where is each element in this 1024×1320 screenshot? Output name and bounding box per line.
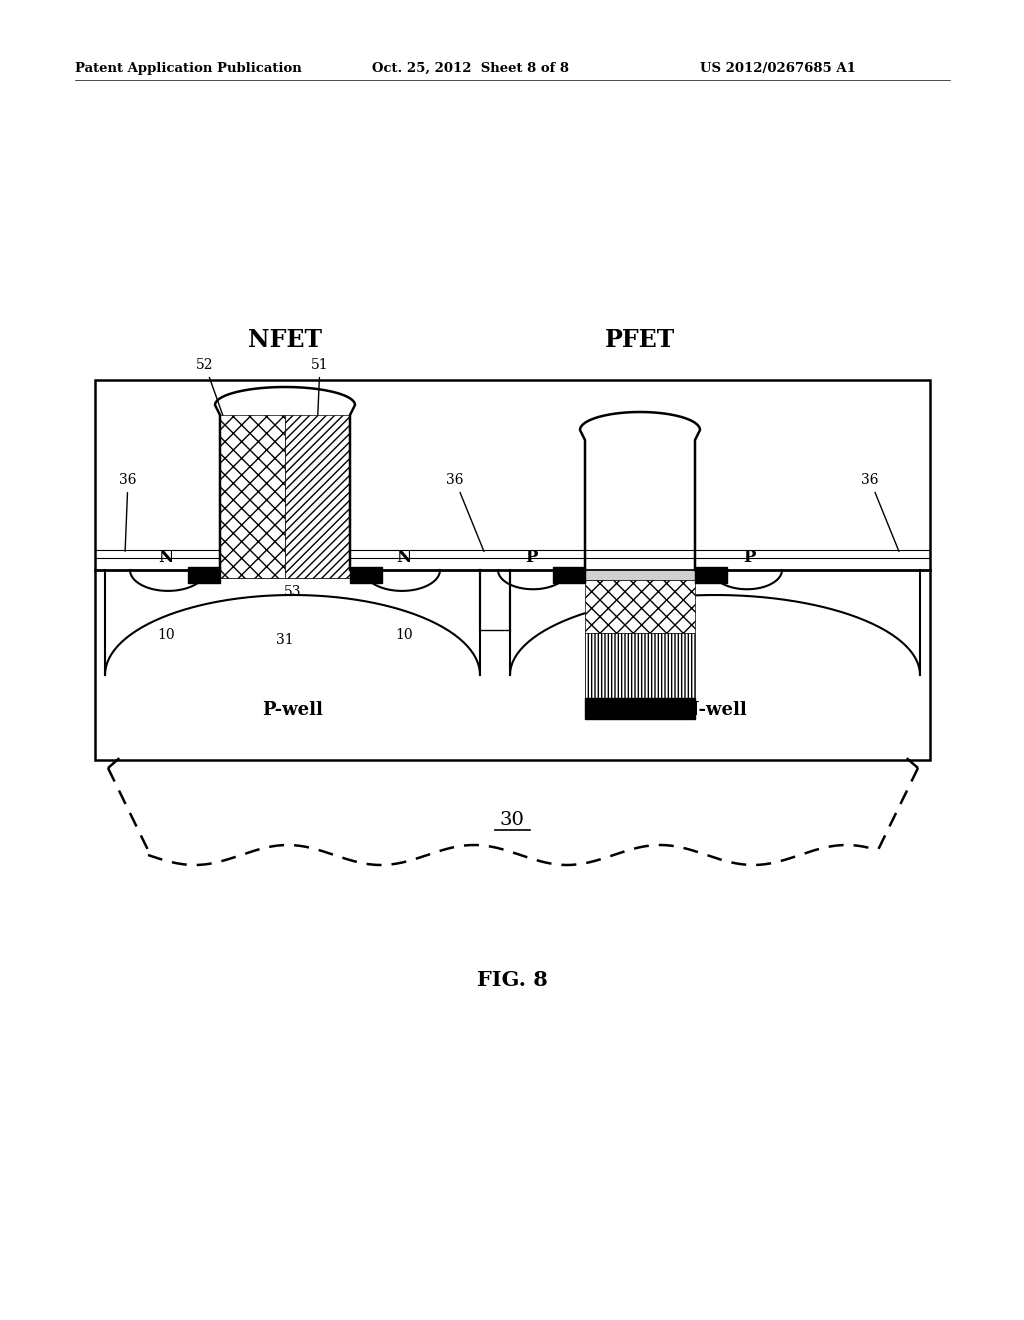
Bar — [350, 568, 382, 583]
Text: 30: 30 — [500, 810, 524, 829]
Text: 10: 10 — [158, 628, 175, 642]
Bar — [585, 634, 695, 698]
Text: P-well: P-well — [262, 701, 323, 719]
Bar — [95, 380, 930, 760]
Text: 10: 10 — [395, 628, 413, 642]
Text: 53: 53 — [285, 585, 302, 599]
Text: N-well: N-well — [683, 701, 748, 719]
Text: 36: 36 — [861, 473, 899, 552]
Text: NFET: NFET — [248, 327, 322, 352]
Bar — [585, 698, 695, 719]
Text: US 2012/0267685 A1: US 2012/0267685 A1 — [700, 62, 856, 75]
Text: N: N — [159, 549, 173, 566]
Bar — [220, 570, 350, 578]
Bar — [695, 568, 727, 583]
Text: 36: 36 — [119, 473, 137, 552]
Bar — [585, 570, 695, 579]
Text: 36: 36 — [446, 473, 484, 552]
Text: 52: 52 — [197, 358, 249, 490]
Text: Patent Application Publication: Patent Application Publication — [75, 62, 302, 75]
Bar — [553, 568, 585, 583]
Bar — [220, 414, 285, 578]
Text: PFET: PFET — [605, 327, 675, 352]
Bar — [188, 568, 220, 583]
Text: Oct. 25, 2012  Sheet 8 of 8: Oct. 25, 2012 Sheet 8 of 8 — [372, 62, 569, 75]
Text: 32: 32 — [631, 634, 649, 647]
Text: N: N — [396, 549, 412, 566]
Text: 10: 10 — [636, 585, 653, 599]
Text: P: P — [525, 549, 538, 566]
Text: 51: 51 — [311, 358, 329, 474]
Bar — [285, 414, 350, 578]
Bar — [585, 579, 695, 634]
Text: FIG. 8: FIG. 8 — [476, 970, 548, 990]
Text: 31: 31 — [276, 634, 294, 647]
Text: P: P — [742, 549, 755, 566]
